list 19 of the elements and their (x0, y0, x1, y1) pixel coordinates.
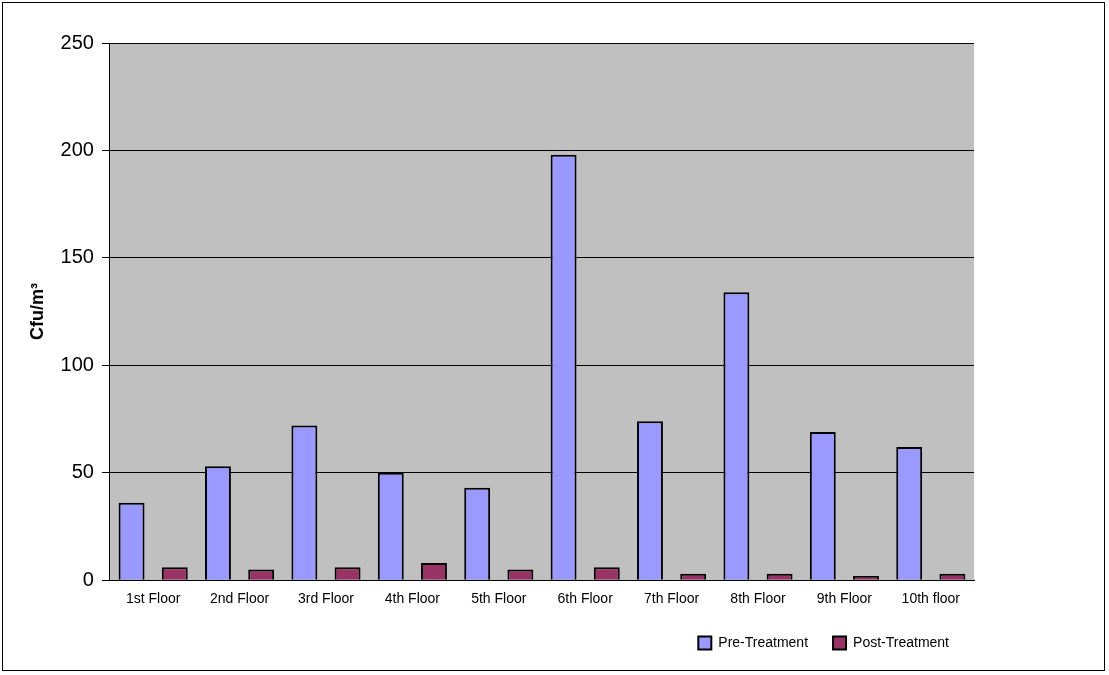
legend-label: Pre-Treatment (718, 633, 809, 650)
y-axis-title: Cfu/m³ (26, 283, 47, 341)
x-tick-label: 8th Floor (730, 590, 786, 607)
x-tick-label: 2nd Floor (210, 590, 270, 607)
x-tick-label: 9th Floor (816, 590, 873, 607)
x-tick-label: 6th Floor (557, 590, 614, 607)
y-tick-label: 250 (60, 30, 94, 53)
x-tick-label: 1st Floor (125, 590, 181, 607)
x-tick-label: 3rd Floor (297, 590, 355, 607)
x-tick-label: 4th Floor (384, 590, 441, 607)
y-tick-label: 50 (71, 460, 94, 483)
x-tick-label: 7th Floor (643, 590, 700, 607)
y-tick-label: 150 (60, 245, 94, 268)
y-tick-label: 200 (60, 137, 94, 160)
legend-label: Post-Treatment (853, 633, 950, 650)
x-tick-label: 10th floor (901, 590, 961, 607)
x-tick-label: 5th Floor (471, 590, 527, 607)
y-tick-label: 100 (60, 352, 94, 375)
y-tick-label: 0 (82, 567, 94, 590)
